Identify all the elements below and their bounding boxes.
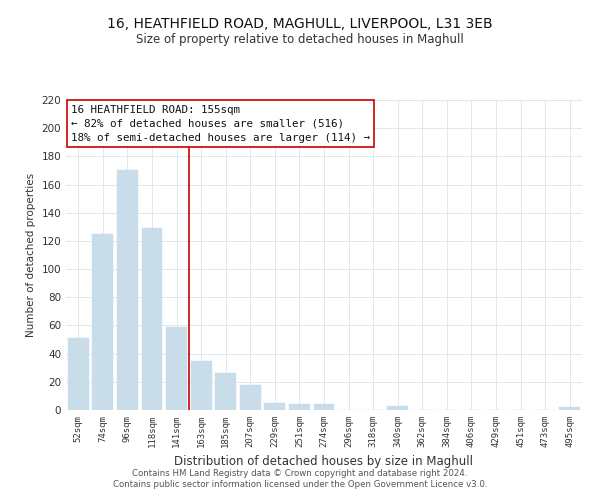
Bar bbox=[387, 406, 408, 410]
Bar bbox=[314, 404, 334, 410]
Text: 16 HEATHFIELD ROAD: 155sqm
← 82% of detached houses are smaller (516)
18% of sem: 16 HEATHFIELD ROAD: 155sqm ← 82% of deta… bbox=[71, 104, 370, 142]
Bar bbox=[68, 338, 89, 410]
Bar bbox=[240, 384, 261, 410]
Bar bbox=[559, 407, 580, 410]
X-axis label: Distribution of detached houses by size in Maghull: Distribution of detached houses by size … bbox=[175, 456, 473, 468]
Text: Contains HM Land Registry data © Crown copyright and database right 2024.: Contains HM Land Registry data © Crown c… bbox=[132, 468, 468, 477]
Y-axis label: Number of detached properties: Number of detached properties bbox=[26, 173, 36, 337]
Bar bbox=[215, 374, 236, 410]
Text: Size of property relative to detached houses in Maghull: Size of property relative to detached ho… bbox=[136, 32, 464, 46]
Bar bbox=[265, 403, 286, 410]
Bar bbox=[191, 360, 212, 410]
Bar bbox=[142, 228, 163, 410]
Bar bbox=[289, 404, 310, 410]
Text: Contains public sector information licensed under the Open Government Licence v3: Contains public sector information licen… bbox=[113, 480, 487, 489]
Bar bbox=[117, 170, 138, 410]
Bar bbox=[92, 234, 113, 410]
Bar bbox=[166, 327, 187, 410]
Text: 16, HEATHFIELD ROAD, MAGHULL, LIVERPOOL, L31 3EB: 16, HEATHFIELD ROAD, MAGHULL, LIVERPOOL,… bbox=[107, 18, 493, 32]
